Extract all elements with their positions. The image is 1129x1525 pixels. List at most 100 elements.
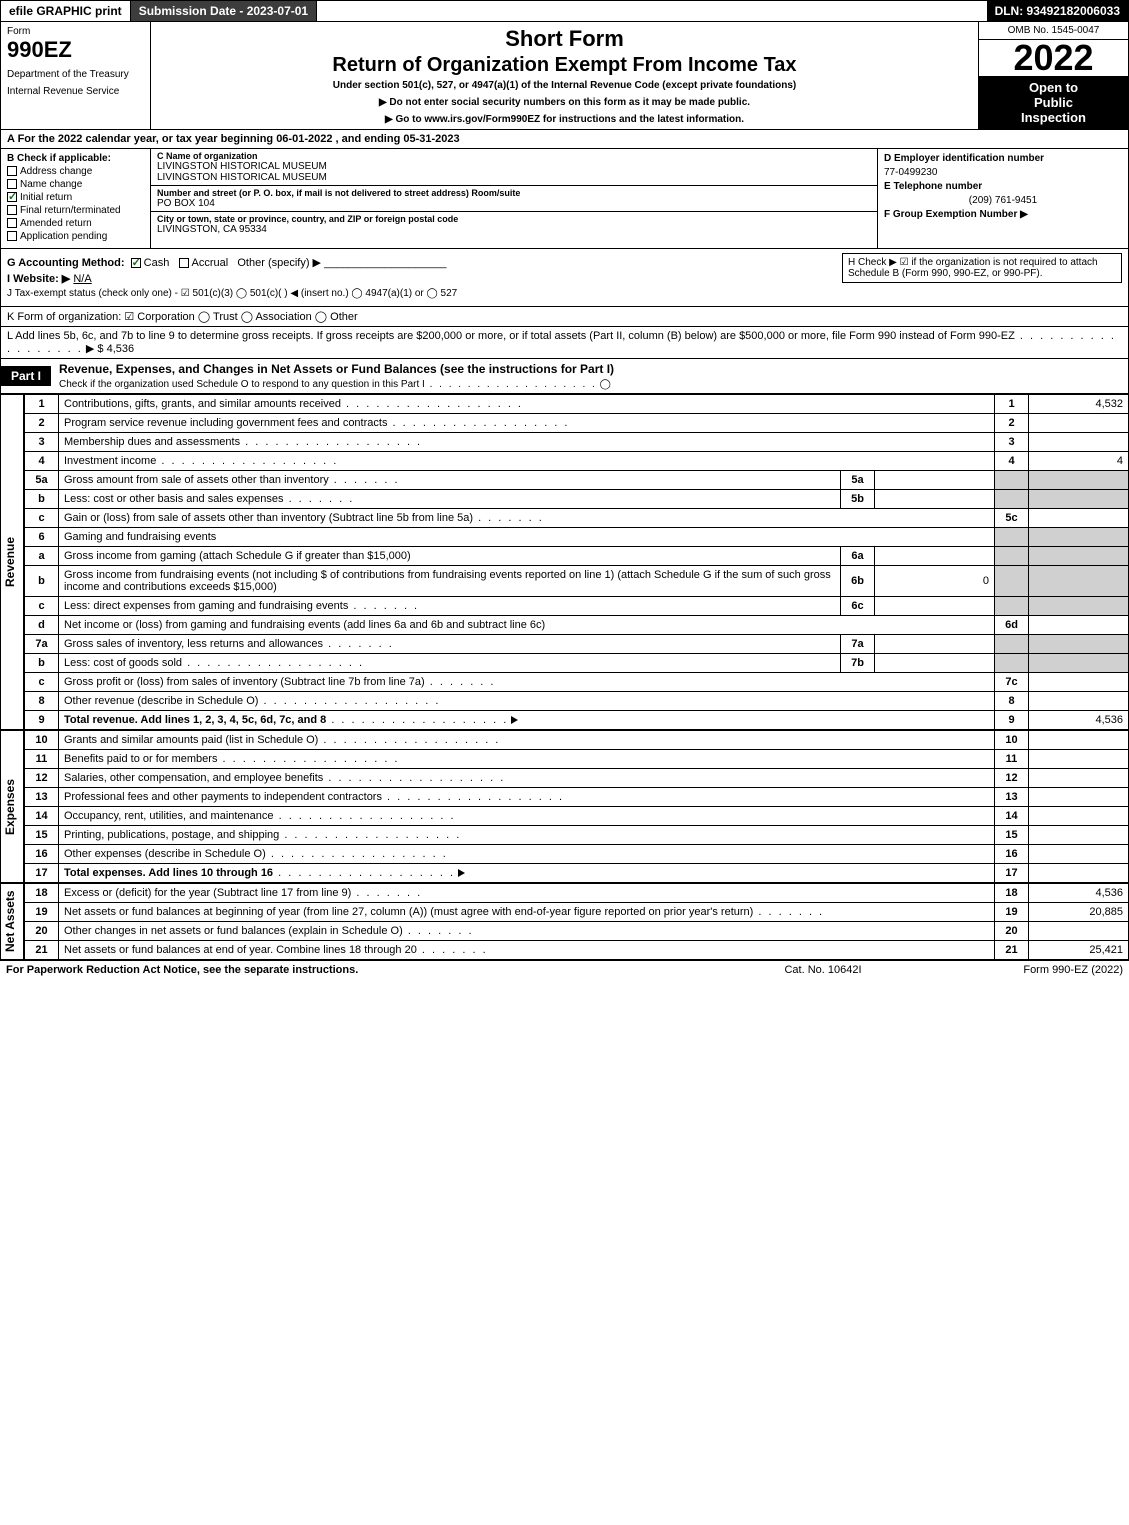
line-11: 11Benefits paid to or for members11 <box>25 750 1129 769</box>
bc-row: B Check if applicable: Address change Na… <box>0 149 1129 249</box>
line-4: 4Investment income44 <box>25 452 1129 471</box>
footer-form-ref: Form 990-EZ (2022) <box>923 964 1123 976</box>
line-7a: 7aGross sales of inventory, less returns… <box>25 635 1129 654</box>
part-1-check-note: Check if the organization used Schedule … <box>59 379 611 390</box>
footer-paperwork-notice: For Paperwork Reduction Act Notice, see … <box>6 964 723 976</box>
dln-label: DLN: 93492182006033 <box>987 1 1128 21</box>
line-6b: bGross income from fundraising events (n… <box>25 566 1129 597</box>
form-title: Return of Organization Exempt From Incom… <box>157 54 972 77</box>
net-assets-side-label: Net Assets <box>0 883 24 960</box>
tel-value: (209) 761-9451 <box>884 195 1122 206</box>
line-9: 9Total revenue. Add lines 1, 2, 3, 4, 5c… <box>25 711 1129 730</box>
website-value: N/A <box>73 273 91 285</box>
line-18: 18Excess or (deficit) for the year (Subt… <box>25 884 1129 903</box>
line-5a: 5aGross amount from sale of assets other… <box>25 471 1129 490</box>
row-k-form-of-org: K Form of organization: ☑ Corporation ◯ … <box>0 307 1129 327</box>
org-city-label: City or town, state or province, country… <box>157 214 871 224</box>
line-20: 20Other changes in net assets or fund ba… <box>25 922 1129 941</box>
ghij-block: H Check ▶ ☑ if the organization is not r… <box>0 249 1129 307</box>
instructions-link[interactable]: ▶ Go to www.irs.gov/Form990EZ for instru… <box>157 114 972 125</box>
org-city: LIVINGSTON, CA 95334 <box>157 224 871 235</box>
org-name-2: LIVINGSTON HISTORICAL MUSEUM <box>157 172 871 183</box>
row-l-amount: ▶ $ 4,536 <box>86 343 134 355</box>
tel-label: E Telephone number <box>884 181 982 192</box>
ein-value: 77-0499230 <box>884 167 1122 178</box>
h-schedule-b-check: H Check ▶ ☑ if the organization is not r… <box>842 253 1122 283</box>
expenses-section: Expenses 10Grants and similar amounts pa… <box>0 730 1129 883</box>
line-1: 1Contributions, gifts, grants, and simil… <box>25 395 1129 414</box>
topbar-spacer <box>317 1 986 21</box>
org-address-cell: Number and street (or P. O. box, if mail… <box>151 186 877 212</box>
line-15: 15Printing, publications, postage, and s… <box>25 826 1129 845</box>
row-l-gross-receipts: L Add lines 5b, 6c, and 7b to line 9 to … <box>0 327 1129 359</box>
form-label: Form <box>7 26 144 37</box>
line-6c: cLess: direct expenses from gaming and f… <box>25 597 1129 616</box>
cb-name-change[interactable]: Name change <box>7 179 144 190</box>
line-21: 21Net assets or fund balances at end of … <box>25 941 1129 960</box>
line-5b: bLess: cost or other basis and sales exp… <box>25 490 1129 509</box>
expenses-table: 10Grants and similar amounts paid (list … <box>24 730 1129 883</box>
line-14: 14Occupancy, rent, utilities, and mainte… <box>25 807 1129 826</box>
cb-amended-return[interactable]: Amended return <box>7 218 144 229</box>
line-13: 13Professional fees and other payments t… <box>25 788 1129 807</box>
line-6: 6Gaming and fundraising events <box>25 528 1129 547</box>
public-inspection-badge: Open to Public Inspection <box>979 76 1128 129</box>
line-16: 16Other expenses (describe in Schedule O… <box>25 845 1129 864</box>
org-city-cell: City or town, state or province, country… <box>151 212 877 237</box>
cb-application-pending[interactable]: Application pending <box>7 231 144 242</box>
line-10: 10Grants and similar amounts paid (list … <box>25 731 1129 750</box>
revenue-section: Revenue 1Contributions, gifts, grants, a… <box>0 394 1129 730</box>
org-name-cell: C Name of organization LIVINGSTON HISTOR… <box>151 149 877 186</box>
header-right: OMB No. 1545-0047 2022 Open to Public In… <box>978 22 1128 129</box>
revenue-side-label: Revenue <box>0 394 24 730</box>
line-17: 17Total expenses. Add lines 10 through 1… <box>25 864 1129 883</box>
cb-address-change[interactable]: Address change <box>7 166 144 177</box>
line-19: 19Net assets or fund balances at beginni… <box>25 903 1129 922</box>
line-6d: dNet income or (loss) from gaming and fu… <box>25 616 1129 635</box>
j-tax-exempt-status: J Tax-exempt status (check only one) - ☑… <box>7 288 1122 299</box>
inspect-line-2: Public <box>983 95 1124 110</box>
col-b-checkboxes: B Check if applicable: Address change Na… <box>1 149 151 248</box>
cb-accrual[interactable] <box>179 258 189 268</box>
cb-final-return[interactable]: Final return/terminated <box>7 205 144 216</box>
dept-irs: Internal Revenue Service <box>7 86 144 97</box>
cb-initial-return[interactable]: Initial return <box>7 192 144 203</box>
line-6a: aGross income from gaming (attach Schedu… <box>25 547 1129 566</box>
arrow-icon <box>458 869 465 877</box>
form-number: 990EZ <box>7 37 144 63</box>
line-8: 8Other revenue (describe in Schedule O)8 <box>25 692 1129 711</box>
row-a-tax-year: A For the 2022 calendar year, or tax yea… <box>0 130 1129 149</box>
org-address-label: Number and street (or P. O. box, if mail… <box>157 188 871 198</box>
footer-cat-no: Cat. No. 10642I <box>723 964 923 976</box>
line-2: 2Program service revenue including gover… <box>25 414 1129 433</box>
ssn-warning: ▶ Do not enter social security numbers o… <box>157 97 972 108</box>
header-left: Form 990EZ Department of the Treasury In… <box>1 22 151 129</box>
col-c-org-info: C Name of organization LIVINGSTON HISTOR… <box>151 149 878 248</box>
col-b-header: B Check if applicable: <box>7 153 144 164</box>
part-1-header: Part I Revenue, Expenses, and Changes in… <box>0 359 1129 394</box>
page-footer: For Paperwork Reduction Act Notice, see … <box>0 960 1129 979</box>
expenses-side-label: Expenses <box>0 730 24 883</box>
line-3: 3Membership dues and assessments3 <box>25 433 1129 452</box>
arrow-icon <box>511 716 518 724</box>
part-1-tag: Part I <box>1 366 51 386</box>
form-subtitle: Under section 501(c), 527, or 4947(a)(1)… <box>157 80 972 91</box>
revenue-table: 1Contributions, gifts, grants, and simil… <box>24 394 1129 730</box>
dept-treasury: Department of the Treasury <box>7 69 144 80</box>
efile-print-button[interactable]: efile GRAPHIC print <box>1 1 131 21</box>
cb-cash[interactable] <box>131 258 141 268</box>
line-7c: cGross profit or (loss) from sales of in… <box>25 673 1129 692</box>
org-name-1: LIVINGSTON HISTORICAL MUSEUM <box>157 161 871 172</box>
part-1-title: Revenue, Expenses, and Changes in Net As… <box>51 359 1128 393</box>
form-header: Form 990EZ Department of the Treasury In… <box>0 22 1129 130</box>
short-form-title: Short Form <box>157 26 972 52</box>
top-bar: efile GRAPHIC print Submission Date - 20… <box>0 0 1129 22</box>
ein-label: D Employer identification number <box>884 153 1044 164</box>
inspect-line-1: Open to <box>983 80 1124 95</box>
group-exemption-label: F Group Exemption Number ▶ <box>884 209 1028 220</box>
net-assets-table: 18Excess or (deficit) for the year (Subt… <box>24 883 1129 960</box>
net-assets-section: Net Assets 18Excess or (deficit) for the… <box>0 883 1129 960</box>
submission-date-button[interactable]: Submission Date - 2023-07-01 <box>131 1 317 21</box>
col-def: D Employer identification number 77-0499… <box>878 149 1128 248</box>
header-mid: Short Form Return of Organization Exempt… <box>151 22 978 129</box>
